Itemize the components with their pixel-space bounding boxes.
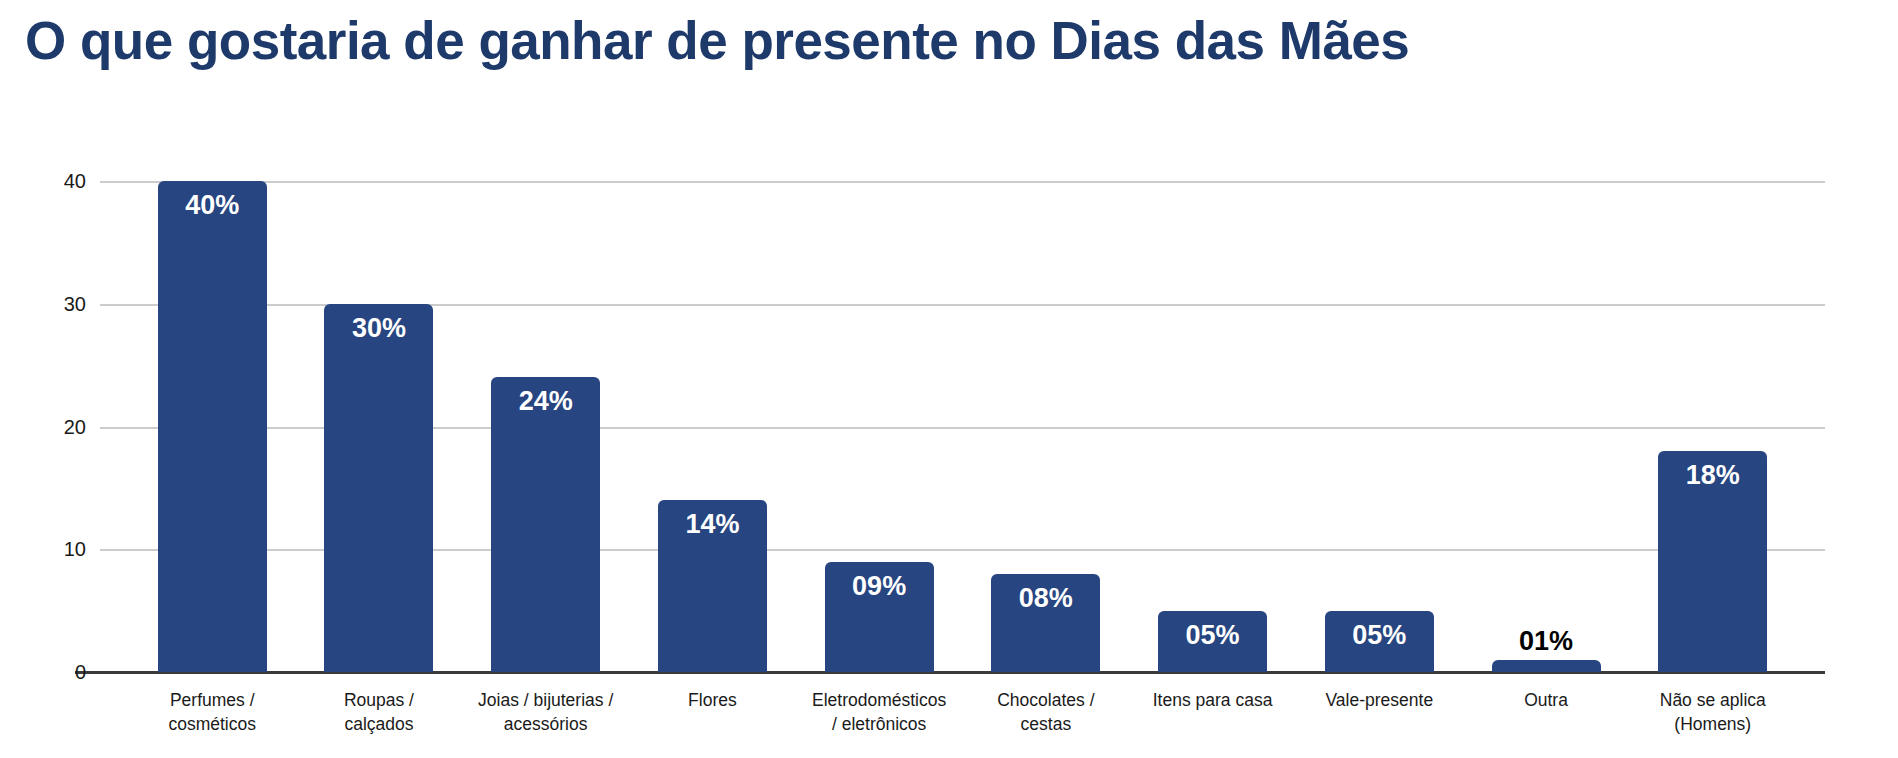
bar: 24% xyxy=(491,377,600,672)
bar-value-label: 08% xyxy=(991,583,1100,614)
bar-value-label: 30% xyxy=(324,313,433,344)
bar: 09% xyxy=(825,562,934,672)
bar-value-label: 40% xyxy=(158,190,267,221)
bar: 01% xyxy=(1492,660,1601,672)
x-category-label: Itens para casa xyxy=(1153,688,1273,712)
x-category-label: Vale-presente xyxy=(1325,688,1433,712)
gridline xyxy=(100,181,1825,183)
bar: 05% xyxy=(1158,611,1267,672)
plot-area: 01020304040%Perfumes /cosméticos30%Roupa… xyxy=(100,181,1825,672)
bar-value-label: 05% xyxy=(1158,620,1267,651)
y-tick-label: 20 xyxy=(64,415,86,438)
x-category-label: Não se aplica(Homens) xyxy=(1660,688,1766,736)
bar-value-label: 05% xyxy=(1325,620,1434,651)
bar-value-label: 24% xyxy=(491,386,600,417)
x-category-label: Eletrodomésticos/ eletrônicos xyxy=(812,688,946,736)
x-category-label: Roupas /calçados xyxy=(344,688,414,736)
y-tick-label: 10 xyxy=(64,538,86,561)
x-category-label: Perfumes /cosméticos xyxy=(168,688,256,736)
x-category-label: Flores xyxy=(688,688,737,712)
x-category-label: Outra xyxy=(1524,688,1568,712)
bar: 30% xyxy=(324,304,433,672)
bar-value-label: 01% xyxy=(1492,626,1601,657)
chart-title: O que gostaria de ganhar de presente no … xyxy=(25,10,1409,71)
x-category-label: Chocolates /cestas xyxy=(997,688,1094,736)
bar-value-label: 18% xyxy=(1658,460,1767,491)
x-category-label: Joias / bijuterias /acessórios xyxy=(478,688,613,736)
bar: 18% xyxy=(1658,451,1767,672)
y-tick-label: 40 xyxy=(64,170,86,193)
y-tick-label: 30 xyxy=(64,292,86,315)
bar-value-label: 09% xyxy=(825,571,934,602)
chart-page: O que gostaria de ganhar de presente no … xyxy=(0,0,1898,758)
bar-value-label: 14% xyxy=(658,509,767,540)
bar: 14% xyxy=(658,500,767,672)
bar: 05% xyxy=(1325,611,1434,672)
bar: 08% xyxy=(991,574,1100,672)
bar: 40% xyxy=(158,181,267,672)
y-tick-label: 0 xyxy=(75,661,86,684)
